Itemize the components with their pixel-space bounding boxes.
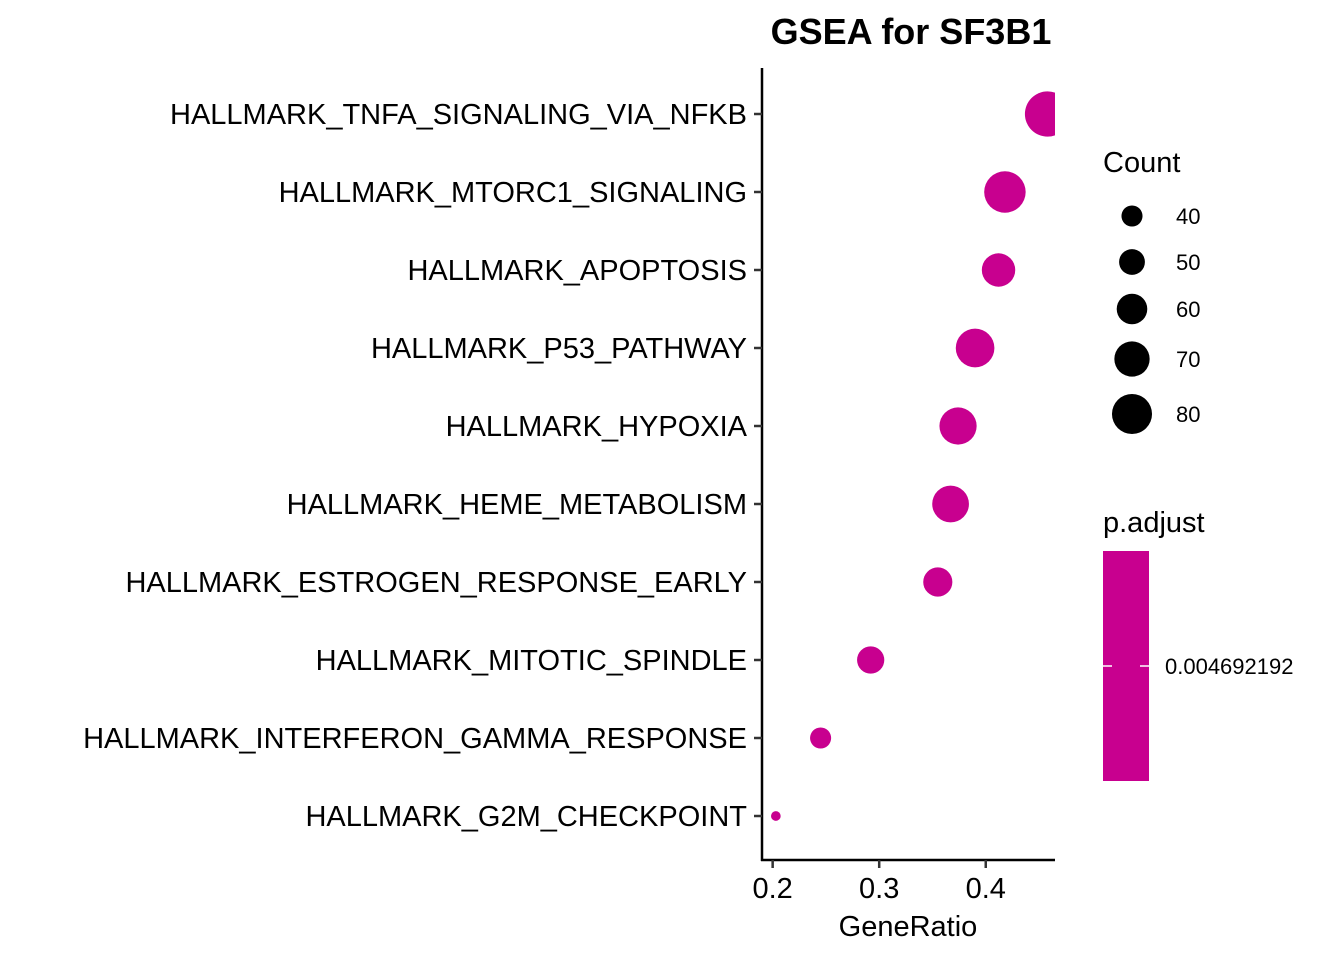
- size-legend-key: [1111, 393, 1153, 435]
- size-legend-key: [1121, 205, 1143, 227]
- size-legend-key: [1119, 249, 1145, 275]
- y-axis: HALLMARK_TNFA_SIGNALING_VIA_NFKB HALLMARK…: [83, 68, 764, 861]
- y-tick-label: HALLMARK_APOPTOSIS: [407, 255, 747, 287]
- y-tick-label: HALLMARK_HEME_METABOLISM: [287, 489, 747, 521]
- size-legend-label: 80: [1176, 402, 1200, 427]
- data-point: [981, 253, 1016, 287]
- data-point: [1024, 91, 1055, 137]
- data-point: [955, 328, 995, 368]
- size-legend-title: Count: [1103, 147, 1180, 179]
- y-tick-label: HALLMARK_ESTROGEN_RESPONSE_EARLY: [125, 567, 747, 599]
- data-point: [857, 646, 885, 674]
- y-tick-label: HALLMARK_MTORC1_SIGNALING: [279, 177, 747, 209]
- y-tick-label: HALLMARK_HYPOXIA: [446, 411, 748, 443]
- data-point: [923, 567, 953, 597]
- size-legend-label: 50: [1176, 250, 1200, 275]
- x-axis-title: GeneRatio: [839, 911, 978, 943]
- y-tick-label: HALLMARK_MITOTIC_SPINDLE: [316, 645, 747, 677]
- x-tick-label: 0.3: [859, 873, 899, 905]
- data-point: [771, 811, 781, 821]
- data-point: [932, 485, 969, 523]
- y-tick-label: HALLMARK_P53_PATHWAY: [371, 333, 747, 365]
- y-tick-label: HALLMARK_G2M_CHECKPOINT: [305, 801, 747, 833]
- x-tick-label: 0.2: [752, 873, 792, 905]
- size-legend-label: 40: [1176, 204, 1200, 229]
- size-legend-key: [1114, 341, 1150, 377]
- size-legend: Count 40 50 60 70 80: [1103, 147, 1200, 435]
- x-axis: 0.2 0.3 0.4: [752, 858, 1055, 905]
- dot-series: [771, 91, 1055, 821]
- color-legend: p.adjust 0.004692192: [1103, 507, 1293, 781]
- data-point: [810, 727, 832, 749]
- x-tick-label: 0.4: [966, 873, 1006, 905]
- color-legend-label: 0.004692192: [1165, 654, 1293, 679]
- data-point: [939, 407, 977, 445]
- size-legend-key: [1116, 293, 1148, 325]
- size-legend-label: 70: [1176, 347, 1200, 372]
- size-legend-label: 60: [1176, 297, 1200, 322]
- data-point: [984, 171, 1026, 213]
- chart-title: GSEA for SF3B1: [771, 11, 1052, 52]
- y-tick-label: HALLMARK_INTERFERON_GAMMA_RESPONSE: [83, 723, 747, 755]
- y-tick-label: HALLMARK_TNFA_SIGNALING_VIA_NFKB: [170, 99, 747, 131]
- color-legend-title: p.adjust: [1103, 507, 1205, 539]
